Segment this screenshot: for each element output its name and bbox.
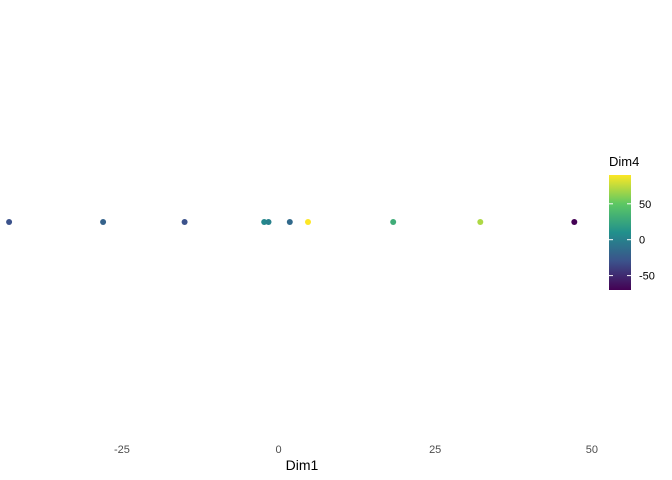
colorbar-legend: Dim4 50 0 -50: [609, 154, 655, 290]
data-point-3: [181, 219, 188, 225]
colorbar-gradient: [609, 175, 631, 290]
colorbar-tick-label: 50: [639, 199, 651, 211]
x-axis-title: Dim1: [286, 457, 319, 473]
colorbar-tick-label: -50: [639, 271, 655, 283]
colorbar-ticks: 50 0 -50: [609, 199, 655, 283]
data-points: [6, 219, 578, 225]
data-point-1: [6, 219, 13, 225]
x-tick-label: -25: [114, 444, 130, 456]
data-point-5: [265, 219, 272, 225]
data-point-6: [286, 219, 293, 225]
x-axis-ticks: -25 0 25 50: [114, 444, 598, 456]
data-point-4: [261, 219, 268, 225]
data-point-10: [571, 219, 578, 225]
data-point-7: [305, 219, 311, 225]
data-point-8: [390, 219, 397, 225]
x-tick-label: 0: [276, 444, 282, 456]
colorbar-title: Dim4: [609, 154, 639, 169]
data-point-2: [100, 219, 107, 225]
colorbar-tick-label: 0: [639, 235, 645, 247]
data-point-9: [477, 219, 484, 225]
x-tick-label: 50: [586, 444, 598, 456]
x-tick-label: 25: [429, 444, 441, 456]
